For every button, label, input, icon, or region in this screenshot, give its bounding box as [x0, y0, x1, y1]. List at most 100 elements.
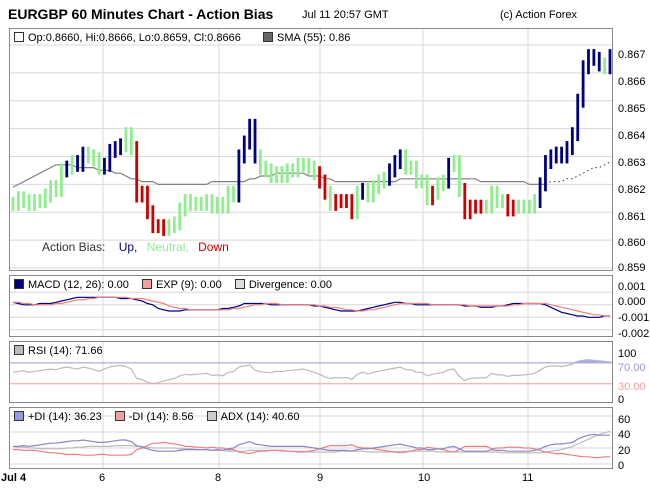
price-bar [355, 185, 359, 220]
price-bar [275, 166, 278, 183]
price-bar [70, 155, 74, 175]
dmi-legend: +DI (14): 36.23 -DI (14): 8.56 ADX (14):… [14, 411, 300, 423]
price-bar [237, 149, 241, 203]
price-bar [560, 146, 563, 164]
price-bar [221, 196, 225, 214]
price-bar [113, 141, 117, 158]
price-bar [554, 146, 558, 164]
price-bar [97, 152, 101, 175]
ohlc-values: Op:0.8660, Hi:0.8666, Lo:0.8659, Cl:0.86… [28, 32, 241, 44]
price-bar [323, 174, 327, 200]
price-bar [307, 157, 311, 175]
price-bar [140, 185, 144, 203]
dmi-tick: 20 [618, 445, 631, 457]
sma-line [12, 164, 546, 188]
divergence-swatch [234, 279, 245, 289]
price-tick: 0.866 [618, 76, 646, 88]
macd-swatch [14, 279, 24, 289]
price-tick: 0.863 [618, 157, 646, 169]
action-bias-label: Action Bias: [42, 240, 106, 254]
price-tick: 0.865 [618, 103, 646, 115]
price-bar [382, 171, 386, 189]
price-bar [16, 191, 20, 211]
price-tick: 0.867 [618, 49, 646, 61]
price-bar [54, 180, 58, 197]
price-bar [425, 174, 429, 206]
price-bar [339, 194, 343, 209]
price-bar [33, 194, 36, 211]
price-bar [312, 160, 316, 181]
macd-panel: MACD (12, 26): 0.00 EXP (9): 0.00 Diverg… [9, 275, 613, 337]
x-tick: 9 [317, 472, 324, 484]
mdi-value: -DI (14): 8.56 [128, 411, 194, 423]
rsi-plot [10, 342, 612, 402]
price-bar [119, 138, 122, 156]
price-bar [162, 219, 165, 236]
price-panel: Op:0.8660, Hi:0.8666, Lo:0.8659, Cl:0.86… [9, 28, 613, 271]
price-bar [285, 163, 289, 183]
price-bar [280, 166, 284, 183]
price-bar [38, 194, 42, 209]
price-bar [501, 194, 504, 209]
divergence-value: Divergence: 0.00 [248, 279, 333, 291]
pdi-line [13, 433, 610, 452]
ohlc-swatch [14, 32, 24, 42]
sma-swatch [263, 32, 273, 42]
price-bar [345, 194, 348, 209]
price-bar [506, 194, 510, 217]
price-bar [86, 146, 90, 164]
bias-down-label: Down [198, 240, 229, 254]
price-bar [441, 174, 445, 192]
price-bar [495, 185, 499, 209]
price-bar [167, 219, 171, 236]
rsi-tick: 100 [618, 348, 637, 360]
dmi-plot [10, 408, 612, 468]
price-bar [172, 216, 176, 234]
pdi-value: +DI (14): 36.23 [28, 411, 102, 423]
mdi-line [13, 441, 610, 459]
price-bar [242, 135, 246, 164]
price-bar [302, 157, 305, 172]
price-bar [269, 163, 273, 183]
price-bar [210, 194, 214, 214]
price-bar [388, 163, 391, 186]
price-bar [431, 185, 434, 206]
sma-line-projection [545, 161, 611, 185]
price-bar [527, 199, 531, 214]
rsi-overbought-fill [574, 359, 612, 363]
price-bar [215, 196, 219, 214]
price-bar [458, 155, 461, 197]
exp-value: EXP (9): 0.00 [155, 279, 222, 291]
price-bar [103, 157, 106, 175]
x-tick: 6 [99, 472, 106, 484]
price-bar [570, 127, 574, 156]
price-bar [522, 199, 526, 214]
price-bar [248, 118, 252, 150]
price-bar [479, 199, 483, 214]
macd-tick: 0.001 [618, 281, 646, 293]
price-bar [27, 194, 31, 211]
price-bar [199, 196, 203, 211]
price-bar [350, 194, 354, 220]
price-bar [533, 194, 537, 214]
macd-tick: -0.001 [618, 312, 650, 324]
price-bar [474, 199, 477, 214]
price-bar [366, 182, 370, 203]
price-tick: 0.859 [618, 262, 646, 274]
price-tick: 0.861 [618, 211, 646, 223]
copyright-text: (c) Action Forex [500, 9, 578, 21]
x-tick: 11 [522, 472, 534, 484]
price-bar [565, 141, 569, 164]
exp-line [13, 296, 610, 317]
exp-swatch [141, 279, 152, 289]
price-bar [183, 194, 187, 217]
price-bar [264, 160, 268, 178]
macd-plot [10, 276, 612, 336]
price-bar [108, 143, 112, 172]
price-bar [124, 127, 128, 153]
price-bar [511, 199, 515, 217]
price-bar [43, 188, 47, 209]
price-bar [151, 205, 155, 234]
price-tick: 0.864 [618, 130, 646, 142]
dmi-panel: +DI (14): 36.23 -DI (14): 8.56 ADX (14):… [9, 407, 613, 469]
